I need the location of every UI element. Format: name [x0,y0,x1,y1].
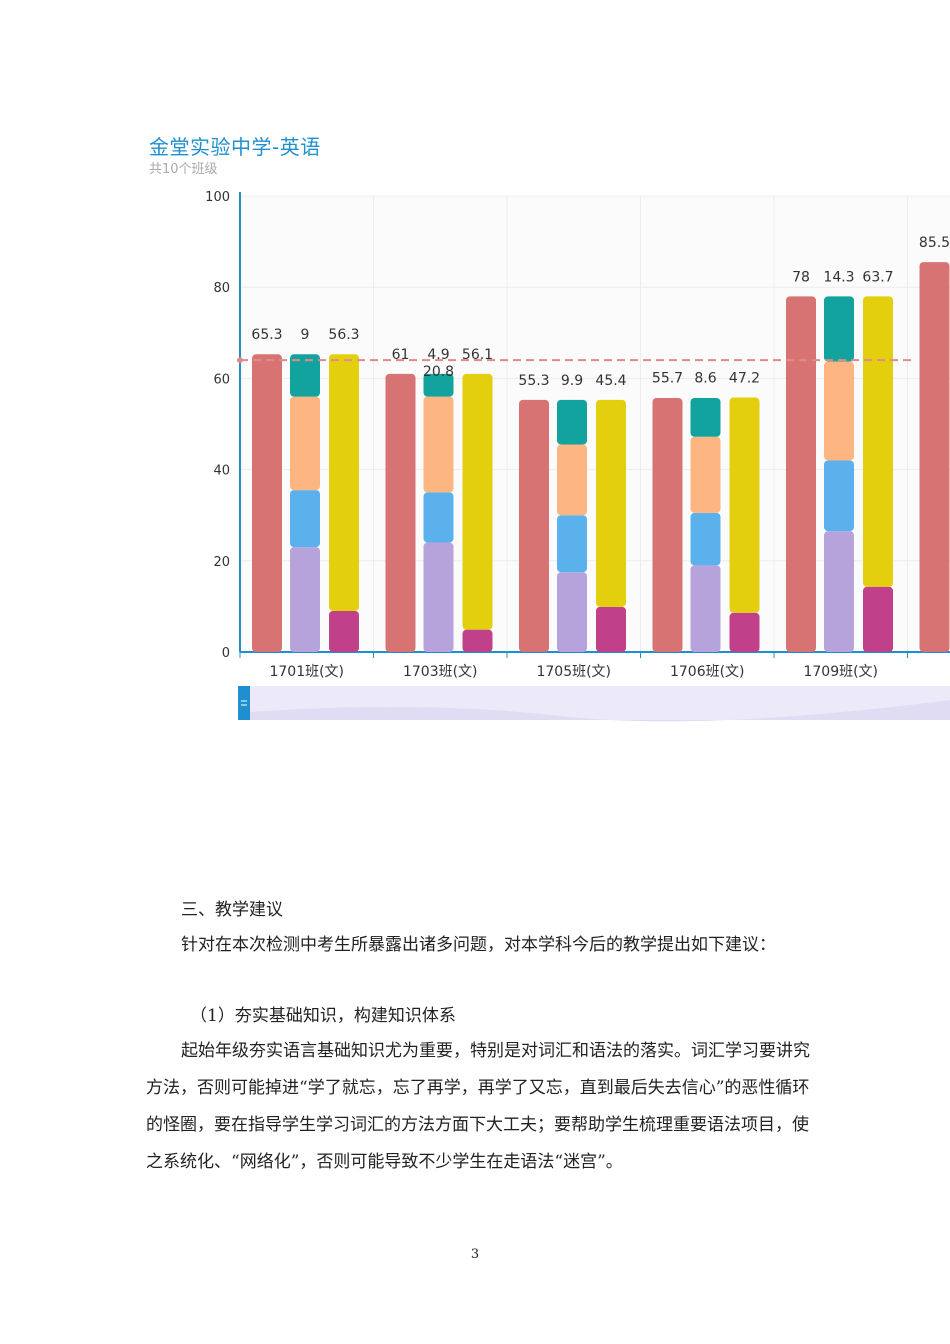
data-label: 9 [301,327,310,343]
bar-split-bottom [329,610,359,652]
data-label: 56.3 [328,327,359,343]
y-tick-label: 40 [213,464,230,479]
paragraph-body: 起始年级夯实语言基础知识尤为重要，特别是对词汇和语法的落实。词汇学习要讲究方法，… [146,1041,810,1172]
x-tick-label: 1701班(文) [269,664,344,680]
bar-stack-segment [557,572,587,652]
bar-split-bottom [729,612,760,652]
page-number: 3 [470,1247,480,1262]
data-label-overlap: 20.8 [423,364,454,380]
x-tick-label: 1706班(文) [670,664,745,680]
data-label: 55.3 [518,373,549,389]
paragraph-intro: 针对在本次检测中考生所暴露出诸多问题，对本学科今后的教学提出如下建议： [181,935,776,955]
bar-chart: 0 20 40 60 80 100 65.3 9 56.3 1701班(文) 61 4.9 56.1 20… [205,190,950,722]
bar-stack-segment [290,547,320,652]
y-tick-label: 20 [213,555,230,570]
y-tick-label: 80 [213,281,230,296]
data-label: 63.7 [862,269,893,285]
data-label: 56.1 [462,347,493,363]
bar-stack-segment [824,361,854,461]
bar-stack-segment [690,398,721,437]
bar-total [652,398,683,652]
x-tick-label: 1703班(文) [403,664,478,680]
bar-total [786,296,816,652]
bar-stack-segment [690,512,721,566]
data-label: 9.9 [561,373,583,389]
bar-split-bottom [462,629,493,652]
data-label: 4.9 [427,347,449,363]
data-label: 78 [792,269,810,285]
bar-total [252,354,282,652]
bar-split-bottom [863,586,893,652]
bar-stack-segment [423,373,454,397]
data-label: 47.2 [729,371,760,387]
bar-stack-segment [557,444,587,516]
bar-stack-segment [423,542,454,652]
bar-total [385,373,416,652]
data-label: 61 [392,347,410,363]
bar-total [519,399,549,652]
bar-stack-segment [290,354,320,397]
bar-stack-segment [290,396,320,491]
bar-stack-segment [824,296,854,362]
data-label: 14.3 [823,269,854,285]
reference-line-marker [237,357,243,364]
bar-total [919,262,950,652]
y-tick-label: 100 [205,190,230,205]
bar-stack-segment [423,492,454,543]
section-heading: 三、教学建议 [181,900,283,920]
data-label: 8.6 [694,371,716,387]
chart-subtitle: 共10个班级 [149,162,218,177]
subheading: （1）夯实基础知识，构建知识体系 [190,1006,456,1026]
y-tick-label: 0 [222,646,230,661]
data-zoom-handle[interactable] [238,686,250,720]
data-label: 55.7 [652,371,683,387]
bar-split-top [729,397,760,613]
bar-split-top [863,296,893,587]
bar-stack-segment [690,565,721,652]
chart-title: 金堂实验中学-英语 [149,135,321,159]
bar-split-top [596,399,626,607]
bar-stack-segment [824,460,854,532]
bar-stack-segment [824,531,854,652]
bar-stack-segment [423,396,454,493]
data-label: 65.3 [251,327,282,343]
bar-stack-segment [290,490,320,548]
x-tick-label: 1705班(文) [536,664,611,680]
bar-stack-segment [557,399,587,445]
bar-stack-segment [690,436,721,513]
data-zoom-preview [250,700,950,722]
bar-stack-segment [557,515,587,573]
bar-split-top [329,354,359,611]
data-label: 45.4 [595,373,626,389]
y-tick-label: 60 [213,372,230,387]
x-tick-label: 1709班(文) [803,664,878,680]
bar-split-top [462,373,493,630]
bar-split-bottom [596,606,626,652]
data-label: 85.5 [919,235,950,251]
